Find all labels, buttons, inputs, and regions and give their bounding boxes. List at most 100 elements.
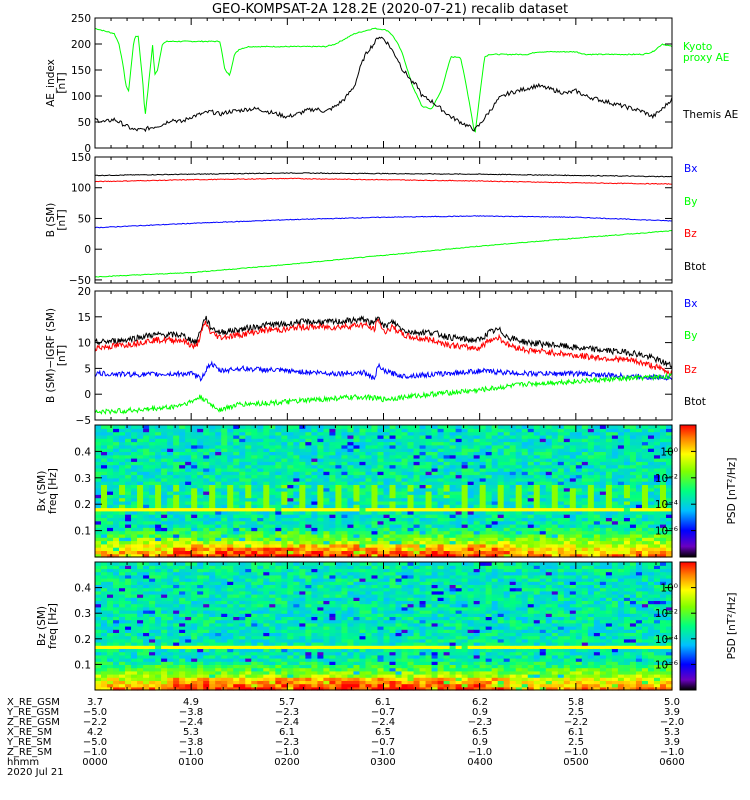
spectrogram-cell: [611, 514, 619, 518]
spectrogram-cell: [131, 648, 138, 653]
spectrogram-cell: [287, 444, 294, 449]
spectrogram-cell: [581, 451, 589, 456]
spectrogram-cell: [413, 477, 421, 482]
spectrogram-cell: [659, 441, 667, 446]
spectrogram-cell: [155, 622, 162, 627]
spectrogram-cell: [545, 491, 553, 495]
spectrogram-cell: [473, 467, 481, 472]
spectrogram-cell: [167, 638, 174, 643]
spectrogram-cell: [143, 504, 150, 509]
spectrogram-cell: [467, 431, 475, 436]
spectrogram-cell: [173, 467, 180, 472]
spectrogram-cell: [629, 524, 637, 528]
spectrogram-cell: [137, 494, 144, 499]
spectrogram-cell: [473, 434, 481, 439]
spectrogram-cell: [551, 474, 559, 479]
spectrogram-cell: [617, 517, 625, 522]
spectrogram-cell: [425, 487, 433, 492]
spectrogram-cell: [95, 428, 102, 433]
spectrogram-cell: [335, 537, 343, 542]
spectrogram-cell: [119, 438, 126, 443]
spectrogram-cell: [203, 590, 210, 595]
spectrogram-cell: [515, 477, 523, 482]
spectrogram-cell: [533, 543, 541, 548]
spectrogram-cell: [215, 510, 222, 515]
spectrogram-cell: [323, 520, 331, 525]
spectrogram-cell: [659, 537, 667, 542]
spectrogram-cell: [485, 467, 493, 472]
spectrogram-cell: [455, 491, 463, 495]
spectrogram-cell: [269, 425, 276, 429]
spectrogram-cell: [647, 461, 655, 466]
spectrogram-cell: [455, 431, 463, 436]
spectrogram-cell: [605, 500, 613, 505]
spectrogram-cell: [197, 603, 204, 608]
spectrogram-cell: [275, 491, 282, 495]
spectrogram-cell: [173, 520, 180, 525]
spectrogram-cell: [179, 425, 186, 429]
spectrogram-cell: [335, 500, 343, 505]
spectrogram-cell: [647, 474, 655, 479]
spectrogram-cell: [107, 664, 114, 669]
spectrogram-cell: [413, 540, 421, 545]
spectrogram-cell: [329, 431, 337, 436]
spectrogram-cell: [371, 487, 379, 492]
spectrogram-cell: [167, 677, 174, 681]
spectrogram-cell: [257, 524, 264, 528]
spectrogram-cell: [389, 530, 397, 535]
spectrogram-cell: [149, 626, 156, 630]
spectrogram-cell: [617, 550, 625, 555]
spectrogram-cell: [131, 632, 138, 637]
spectrogram-cell: [119, 632, 126, 637]
spectrogram-cell: [161, 487, 168, 492]
spectrogram-cell: [383, 550, 391, 555]
spectrogram-cell: [359, 540, 367, 545]
spectrogram-cell: [107, 441, 114, 446]
spectrogram-cell: [623, 428, 631, 433]
spectrogram-cell: [359, 543, 367, 548]
spectrogram-cell: [503, 477, 511, 482]
spectrogram-cell: [161, 491, 168, 495]
spectrogram-cell: [119, 677, 126, 681]
spectrogram-cell: [365, 431, 373, 436]
spectrogram-cell: [119, 434, 126, 439]
y-tick-label: 0.4: [74, 446, 91, 458]
spectrogram-cell: [407, 530, 415, 535]
spectrogram-cell: [587, 537, 595, 542]
spectrogram-cell: [311, 524, 318, 528]
spectrogram-cell: [359, 431, 367, 436]
spectrogram-cell: [467, 510, 475, 515]
spectrogram-cell: [119, 664, 126, 669]
spectrogram-cell: [371, 540, 379, 545]
spectrogram-cell: [473, 533, 481, 538]
spectrogram-cell: [287, 504, 294, 509]
spectrogram-cell: [521, 467, 529, 472]
spectrogram-cell: [629, 428, 637, 433]
spectrogram-cell: [311, 494, 318, 499]
spectrogram-cell: [503, 464, 511, 469]
spectrogram-cell: [101, 504, 108, 509]
spectrogram-cell: [383, 454, 391, 459]
spectrogram-cell: [617, 481, 625, 485]
spectrogram-cell: [179, 674, 186, 678]
spectrogram-cell: [179, 638, 186, 643]
spectrogram-cell: [581, 444, 589, 449]
spectrogram-cell: [227, 533, 234, 538]
spectrogram-cell: [335, 431, 343, 436]
spectrogram-cell: [143, 553, 150, 558]
spectrogram-cell: [227, 428, 234, 433]
spectrogram-cell: [269, 467, 276, 472]
spectrogram-cell: [617, 448, 625, 452]
spectrogram-cell: [143, 670, 150, 675]
spectrogram-cell: [125, 477, 132, 482]
spectrogram-cell: [383, 438, 391, 443]
spectrogram-cell: [167, 497, 174, 502]
spectrogram-cell: [191, 664, 198, 669]
spectrogram-cell: [467, 461, 475, 466]
spectrogram-cell: [491, 550, 499, 555]
spectrogram-cell: [125, 667, 132, 672]
spectrogram-cell: [617, 553, 625, 558]
spectrogram-cell: [179, 514, 186, 518]
spectrogram-cell: [581, 520, 589, 525]
spectrogram-cell: [395, 477, 403, 482]
